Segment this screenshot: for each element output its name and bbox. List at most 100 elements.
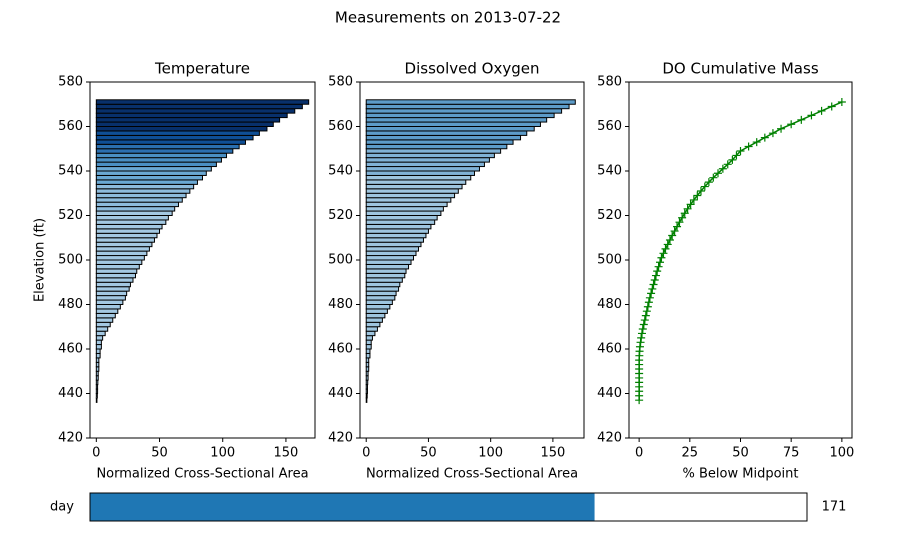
slider-fill[interactable] xyxy=(90,493,595,521)
bar xyxy=(95,210,173,217)
marker xyxy=(728,155,737,164)
bar xyxy=(365,134,522,141)
bar xyxy=(95,299,124,305)
marker xyxy=(680,209,689,218)
marker xyxy=(653,267,662,276)
bar xyxy=(95,344,102,350)
marker xyxy=(640,316,649,325)
y-tick-label: 540 xyxy=(597,164,622,179)
marker xyxy=(683,204,692,213)
marker xyxy=(696,187,705,196)
bar xyxy=(365,157,490,163)
bar xyxy=(365,246,419,252)
bar xyxy=(95,308,119,314)
marker xyxy=(744,142,753,151)
bar xyxy=(95,348,101,354)
marker xyxy=(787,120,796,129)
bar xyxy=(365,272,406,279)
bar xyxy=(95,99,310,105)
marker xyxy=(709,173,718,182)
bar xyxy=(365,326,378,332)
x-tick-label: 0 xyxy=(92,446,100,461)
plot-area xyxy=(95,99,310,403)
y-tick-label: 560 xyxy=(597,119,622,134)
marker xyxy=(689,195,698,204)
bar xyxy=(95,183,195,190)
y-tick-label: 420 xyxy=(58,431,83,446)
plot-area xyxy=(365,99,576,403)
bar xyxy=(365,130,528,136)
marker xyxy=(704,178,713,187)
bar xyxy=(365,201,448,208)
y-tick-label: 520 xyxy=(597,208,622,223)
marker xyxy=(670,227,679,236)
y-tick-label: 440 xyxy=(328,386,353,401)
bar xyxy=(365,250,417,257)
marker xyxy=(693,191,702,200)
bar xyxy=(95,263,140,270)
slider-track[interactable] xyxy=(89,492,808,522)
x-tick-label: 100 xyxy=(210,446,235,461)
bar xyxy=(95,312,116,319)
bar xyxy=(95,192,187,199)
bar xyxy=(95,139,246,145)
x-axis-label: Normalized Cross-Sectional Area xyxy=(96,467,308,482)
bar xyxy=(95,112,288,119)
bar xyxy=(95,130,260,136)
bar xyxy=(95,255,145,261)
marker xyxy=(661,244,670,253)
marker xyxy=(732,151,741,160)
y-tick-label: 560 xyxy=(58,119,83,134)
marker xyxy=(638,324,647,333)
bar xyxy=(365,108,563,114)
marker xyxy=(777,124,786,133)
y-tick-label: 520 xyxy=(328,208,353,223)
bar xyxy=(365,379,369,386)
bar xyxy=(95,197,183,203)
bar xyxy=(365,366,370,372)
bar xyxy=(95,379,99,386)
marker xyxy=(678,213,687,222)
bar xyxy=(365,344,372,350)
bar xyxy=(95,321,111,328)
bar xyxy=(365,352,371,359)
bar xyxy=(365,210,442,217)
y-tick-label: 520 xyxy=(58,208,83,223)
bar xyxy=(365,321,381,328)
bar xyxy=(95,397,98,403)
bar xyxy=(95,357,100,363)
marker xyxy=(718,164,727,173)
bar xyxy=(95,388,99,394)
bar xyxy=(95,179,198,185)
marker xyxy=(648,284,657,293)
marker xyxy=(760,133,769,142)
bar xyxy=(95,259,143,265)
bar xyxy=(95,161,217,168)
bar xyxy=(365,339,372,346)
slider-label: day xyxy=(50,500,74,515)
plot-area xyxy=(635,98,846,405)
bar xyxy=(95,317,114,323)
bar xyxy=(365,174,472,181)
bar xyxy=(95,223,163,230)
marker xyxy=(663,240,672,249)
x-tick-label: 0 xyxy=(362,446,370,461)
bar xyxy=(95,108,296,114)
bar xyxy=(95,286,130,292)
bar xyxy=(95,335,104,341)
bar xyxy=(365,295,396,301)
marker xyxy=(643,302,652,311)
marker xyxy=(752,138,761,147)
y-tick-label: 580 xyxy=(58,75,83,90)
bar xyxy=(365,286,400,292)
x-tick-label: 50 xyxy=(420,446,437,461)
bar xyxy=(365,237,424,243)
y-tick-label: 500 xyxy=(328,253,353,268)
bar xyxy=(365,215,438,221)
bar xyxy=(365,188,459,194)
marker xyxy=(665,235,674,244)
marker xyxy=(807,111,816,120)
bar xyxy=(365,290,397,297)
bar xyxy=(95,215,169,221)
